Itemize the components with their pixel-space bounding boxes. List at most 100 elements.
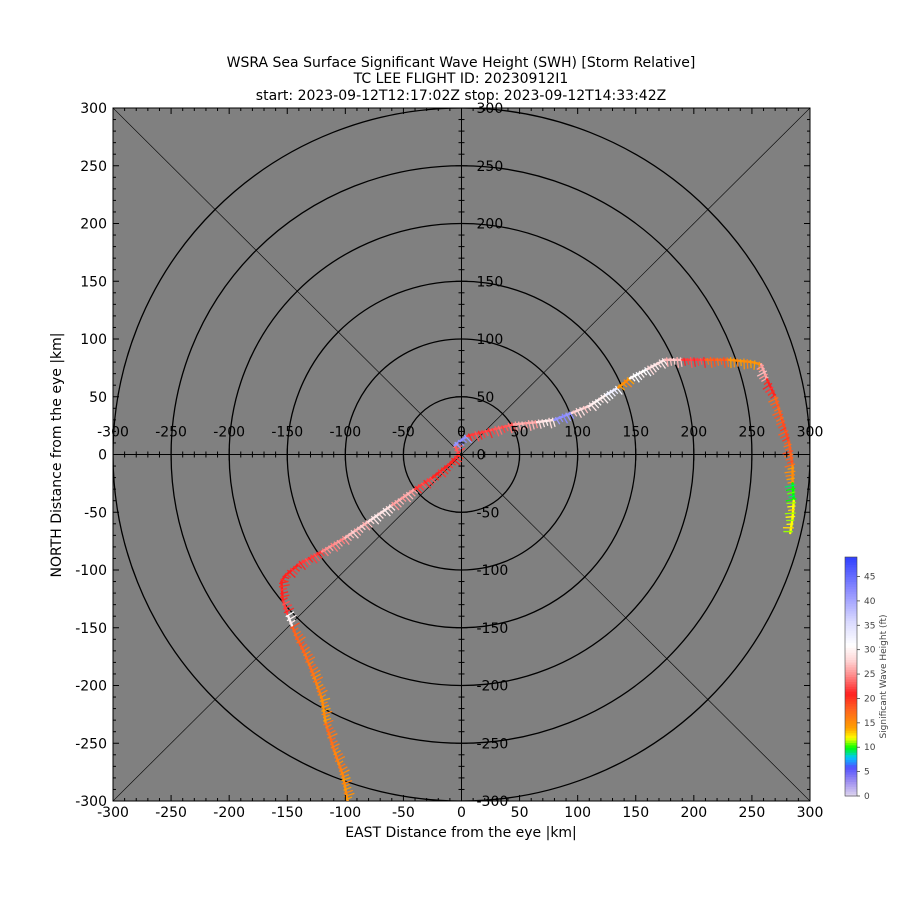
colorbar-swatch	[845, 737, 857, 741]
colorbar-swatch	[845, 735, 857, 739]
wave-barb	[713, 357, 716, 367]
x-tick-label: -300	[97, 805, 129, 821]
wave-barb	[420, 482, 427, 489]
wave-barb	[658, 359, 667, 369]
chart-title: WSRA Sea Surface Significant Wave Height…	[227, 55, 696, 104]
wave-barb	[453, 455, 463, 463]
colorbar-swatch	[845, 774, 857, 778]
colorbar-tick-label: 15	[864, 719, 875, 729]
colorbar-swatch	[845, 676, 857, 680]
colorbar-swatch	[845, 705, 857, 709]
wave-barb	[284, 572, 292, 579]
track-line	[413, 476, 434, 491]
wave-barb	[719, 357, 723, 365]
wave-barb	[394, 499, 402, 508]
wave-barb	[768, 397, 779, 403]
colorbar-swatch	[845, 713, 857, 717]
x-tick-label: -100	[329, 805, 361, 821]
wave-barb	[758, 373, 768, 380]
x-center-tick-label: 100	[564, 425, 591, 441]
wave-barb	[780, 433, 790, 439]
colorbar-swatch	[845, 776, 857, 780]
track-segment	[646, 358, 669, 376]
wave-barb	[788, 494, 796, 498]
wave-barb	[414, 485, 423, 494]
wave-barb	[385, 505, 394, 514]
track-segment	[727, 357, 754, 370]
colorbar-swatch	[845, 730, 857, 734]
wave-barb	[773, 407, 781, 412]
wave-barb	[467, 433, 473, 442]
track-segment	[281, 597, 295, 616]
colorbar-swatch	[845, 661, 857, 665]
colorbar-swatch	[845, 744, 857, 748]
colorbar-swatch	[845, 791, 857, 795]
wave-barb	[322, 714, 330, 719]
colorbar-swatch	[845, 625, 857, 629]
colorbar-swatch	[845, 566, 857, 570]
y-tick-label: 0	[98, 448, 107, 464]
wave-barb	[568, 411, 575, 419]
wave-barb	[784, 463, 796, 468]
track-segment	[431, 462, 454, 481]
wave-barb	[778, 430, 789, 436]
wave-barb	[350, 529, 359, 539]
wave-barb	[609, 389, 616, 397]
title-line-1: WSRA Sea Surface Significant Wave Height…	[227, 55, 696, 71]
wave-barb	[676, 356, 680, 368]
x-tick-label: 150	[622, 805, 649, 821]
wave-barb	[471, 432, 476, 440]
colorbar-swatch	[845, 708, 857, 712]
wave-barb	[749, 359, 752, 369]
x-center-tick-label: 0	[457, 425, 466, 441]
track-segment	[466, 427, 493, 442]
colorbar-swatch	[845, 732, 857, 736]
wave-barb	[295, 563, 303, 569]
track-segment	[323, 719, 340, 751]
wave-barb	[370, 515, 380, 525]
wave-barb	[524, 421, 528, 429]
wave-barb	[626, 377, 635, 385]
wave-barb	[343, 789, 354, 795]
colorbar: 0 5 10 15 20 25 30 35 40 45 Significant Wave Heigh…	[844, 556, 889, 802]
wave-barb	[339, 538, 346, 545]
track-segment	[319, 697, 333, 724]
colorbar-swatch	[845, 605, 857, 609]
wave-barb	[504, 424, 509, 432]
wave-barb	[337, 763, 346, 769]
wave-barb	[382, 507, 391, 517]
x-center-tick-label: 50	[511, 425, 529, 441]
track-segment	[756, 363, 769, 383]
wave-barb	[336, 539, 343, 547]
colorbar-tick-label: 0	[864, 792, 870, 802]
track-segment	[367, 504, 396, 525]
colorbar-swatch	[845, 671, 857, 675]
wave-barb	[330, 743, 340, 749]
track-segment	[535, 417, 556, 429]
wave-barb	[614, 385, 623, 395]
wave-barb	[501, 425, 506, 434]
colorbar-tick-label: 20	[864, 694, 876, 704]
colorbar-swatch	[845, 717, 857, 721]
wave-barb	[380, 510, 387, 517]
y-center-tick-label: 200	[477, 217, 504, 233]
y-center-tick-label: 50	[477, 390, 495, 406]
wave-barb	[758, 367, 765, 373]
track-segment	[303, 650, 321, 678]
colorbar-swatch	[845, 576, 857, 580]
wave-barb	[280, 578, 289, 583]
colorbar-swatch	[845, 637, 857, 641]
wave-barb	[762, 382, 773, 390]
wave-barb	[317, 689, 328, 696]
y-tick-label: -250	[75, 736, 107, 752]
wave-barb	[311, 673, 321, 680]
wave-barb	[323, 719, 334, 726]
x-tick-label: 50	[511, 805, 529, 821]
wave-barb	[461, 437, 468, 444]
x-center-tick-label: 250	[739, 425, 766, 441]
wave-barb	[689, 356, 693, 368]
x-tick-label: -50	[392, 805, 415, 821]
colorbar-swatch	[845, 630, 857, 634]
y-axis-label: NORTH Distance from the eye |km|	[49, 333, 65, 578]
